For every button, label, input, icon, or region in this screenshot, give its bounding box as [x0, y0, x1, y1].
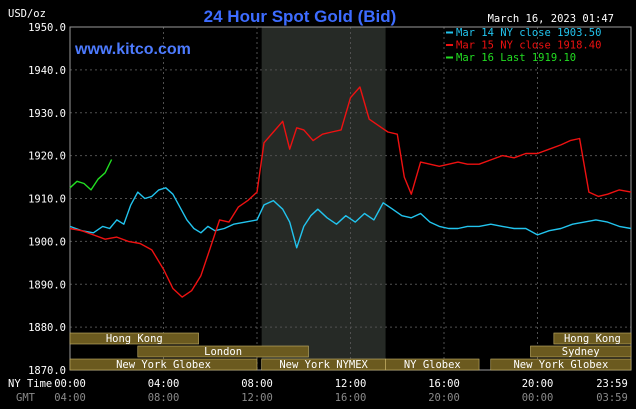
x-tick-label-ny: 04:00 [148, 378, 180, 390]
market-label: New York Globex [513, 359, 608, 371]
x-tick-label-gmt: 08:00 [148, 392, 180, 404]
series-line [69, 86, 632, 298]
y-tick-label: 1950.0 [28, 22, 66, 34]
market-label: Hong Kong [564, 333, 621, 345]
market-label: London [204, 346, 242, 358]
market-label: NY Globex [404, 359, 461, 371]
legend-entry: Mar 16 Last 1919.10 [456, 52, 576, 64]
x-tick-label-gmt: 20:00 [428, 392, 460, 404]
series-line [69, 187, 632, 249]
x-tick-label-ny: 08:00 [241, 378, 273, 390]
market-label: Sydney [562, 346, 600, 358]
x-tick-label-gmt: 12:00 [241, 392, 273, 404]
x-axis-labels: 00:00 04:00 04:00 08:00 08:00 12:00 12:00 16:00… [54, 378, 628, 404]
unit-label: USD/oz [8, 8, 46, 20]
gmt-label: GMT [16, 392, 36, 404]
market-label: New York Globex [116, 359, 211, 371]
legend-entry: Mar 15 NY close 1918.40 [456, 40, 601, 52]
y-tick-label: 1900.0 [28, 236, 66, 248]
x-tick-label-gmt: 00:00 [522, 392, 554, 404]
chart-title: 24 Hour Spot Gold (Bid) [204, 7, 397, 26]
y-tick-label: 1920.0 [28, 151, 66, 163]
x-tick-label-ny: 23:59 [596, 378, 628, 390]
timestamp: March 16, 2023 01:47 [488, 13, 614, 25]
x-tick-label-gmt: 16:00 [335, 392, 367, 404]
market-label: Hong Kong [106, 333, 163, 345]
y-tick-label: 1870.0 [28, 365, 66, 377]
x-tick-label-ny: 00:00 [54, 378, 86, 390]
x-tick-label-ny: 16:00 [428, 378, 460, 390]
nymex-session-shade [261, 27, 386, 370]
y-tick-label: 1910.0 [28, 194, 66, 206]
legend-entry: Mar 14 NY close 1903.50 [456, 27, 601, 39]
market-bar [69, 332, 199, 345]
market-bar [385, 358, 480, 371]
x-tick-label-gmt: 03:59 [596, 392, 628, 404]
x-tick-label-ny: 20:00 [522, 378, 554, 390]
market-bar [490, 358, 632, 371]
x-tick-label-gmt: 04:00 [54, 392, 86, 404]
market-bar [137, 345, 309, 358]
market-label: New York NYMEX [279, 359, 368, 371]
y-tick-label: 1880.0 [28, 322, 66, 334]
y-tick-label: 1890.0 [28, 279, 66, 291]
market-bar [553, 332, 632, 345]
y-tick-label: 1930.0 [28, 108, 66, 120]
market-bar [69, 358, 258, 371]
ny-time-label: NY Time [8, 378, 52, 390]
market-bar [530, 345, 632, 358]
y-tick-label: 1940.0 [28, 65, 66, 77]
brand-url: www.kitco.com [74, 41, 191, 58]
price-lines [69, 86, 632, 298]
x-tick-label-ny: 12:00 [335, 378, 367, 390]
series-line [69, 159, 113, 191]
y-axis-labels: 1950.0 1940.0 1930.0 1920.0 1910.0 1900.0 1890… [28, 22, 66, 377]
